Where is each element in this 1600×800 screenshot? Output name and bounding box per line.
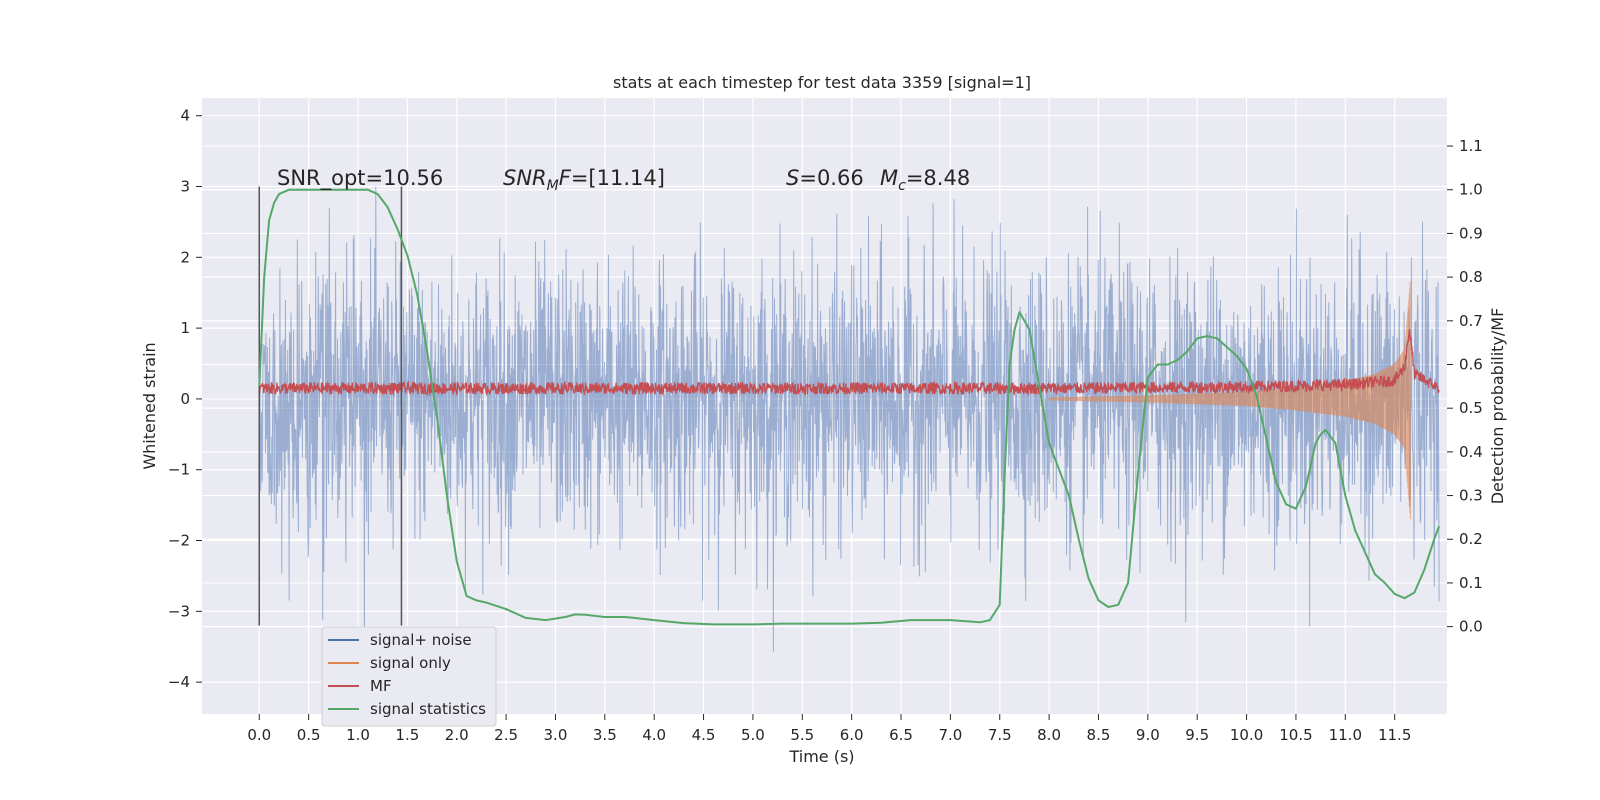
s-value: =0.66: [799, 166, 863, 190]
mc-annotation: Mc=8.48: [880, 166, 970, 194]
y-right-tick-label: 0.0: [1459, 618, 1483, 636]
signal-noise-line: [258, 186, 1440, 670]
x-tick-label: 0.5: [297, 726, 321, 744]
x-tick-label: 2.5: [494, 726, 518, 744]
snr-mf-sub: M: [547, 178, 559, 194]
x-tick-label: 11.0: [1329, 726, 1362, 744]
y-right-tick-label: 1.1: [1459, 137, 1483, 155]
legend-item-signal-only: signal only: [328, 654, 451, 672]
chart-title: stats at each timestep for test data 335…: [613, 73, 1031, 92]
x-tick-label: 4.0: [642, 726, 666, 744]
signal-noise-series: [258, 186, 1440, 670]
y-axis-right-label: Detection probability/MF: [1488, 308, 1507, 505]
x-tick-label: 9.5: [1185, 726, 1209, 744]
legend-label: signal statistics: [370, 700, 486, 718]
x-tick-label: 9.0: [1136, 726, 1160, 744]
legend-label: MF: [370, 677, 392, 695]
y-right-tick-label: 0.2: [1459, 530, 1483, 548]
y-left-tick-label: 2: [180, 248, 190, 266]
y-right-tick-label: 0.6: [1459, 355, 1483, 373]
mf-line: [258, 328, 1440, 397]
snr-mf-rest-var: F: [559, 166, 572, 190]
y-axis-left-label: Whitened strain: [140, 342, 159, 469]
grid-lines: [202, 98, 1447, 714]
x-tick-label: 10.5: [1279, 726, 1312, 744]
y-right-tick-label: 0.4: [1459, 443, 1483, 461]
x-tick-label: 8.0: [1037, 726, 1061, 744]
s-annotation: S=0.66: [786, 166, 864, 190]
x-tick-label: 5.0: [741, 726, 765, 744]
y-axis-right-ticks: 0.0 0.1 0.2 0.3 0.4 0.5 0.6 0.7 0.8 0.9 1.0 1.1: [1447, 137, 1483, 636]
legend-label: signal+ noise: [370, 631, 472, 649]
y-left-tick-label: −2: [168, 532, 190, 550]
y-left-tick-label: 3: [180, 178, 190, 196]
x-axis-label: Time (s): [788, 747, 854, 766]
x-tick-label: 10.0: [1230, 726, 1263, 744]
snr-mf-value: =[11.14]: [571, 166, 665, 190]
x-tick-label: 7.0: [938, 726, 962, 744]
x-tick-label: 3.5: [593, 726, 617, 744]
legend: signal+ noise signal only MF signal stat…: [321, 626, 497, 727]
x-tick-label: 6.0: [840, 726, 864, 744]
x-tick-label: 2.0: [445, 726, 469, 744]
y-left-tick-label: 1: [180, 319, 190, 337]
x-tick-label: 3.0: [544, 726, 568, 744]
mc-value: =8.48: [906, 166, 970, 190]
y-right-tick-label: 0.5: [1459, 399, 1483, 417]
legend-box: [321, 626, 497, 727]
x-tick-label: 5.5: [790, 726, 814, 744]
x-tick-label: 0.0: [247, 726, 271, 744]
y-left-tick-label: 4: [180, 107, 190, 125]
snr-opt-annotation: SNR_opt=10.56: [277, 166, 443, 191]
x-tick-label: 11.5: [1378, 726, 1411, 744]
x-tick-label: 4.5: [692, 726, 716, 744]
y-left-tick-label: −1: [168, 461, 190, 479]
legend-item-mf: MF: [328, 677, 392, 695]
x-tick-label: 8.5: [1087, 726, 1111, 744]
x-tick-label: 1.5: [395, 726, 419, 744]
x-tick-label: 6.5: [889, 726, 913, 744]
y-right-tick-label: 0.7: [1459, 312, 1483, 330]
y-left-tick-label: 0: [180, 390, 190, 408]
x-tick-label: 7.5: [988, 726, 1012, 744]
marker-vlines: [258, 186, 403, 626]
y-right-tick-label: 0.9: [1459, 224, 1483, 242]
y-right-tick-label: 0.8: [1459, 268, 1483, 286]
y-right-tick-label: 0.3: [1459, 487, 1483, 505]
y-right-tick-label: 1.0: [1459, 181, 1483, 199]
annotations: SNR_opt=10.56 SNRMF=[11.14] S=0.66 Mc=8.…: [277, 166, 970, 194]
y-axis-left-ticks: −4 −3 −2 −1 0 1 2 3 4: [168, 107, 202, 691]
x-axis-ticks: 0.0 0.5 1.0 1.5 2.0 2.5 3.0 3.5 4.0 4.5 5.0 5.5 6.0 6…: [247, 714, 1411, 744]
s-var: S: [786, 166, 799, 190]
y-left-tick-label: −4: [168, 673, 190, 691]
y-left-tick-label: −3: [168, 602, 190, 620]
x-tick-label: 1.0: [346, 726, 370, 744]
y-right-tick-label: 0.1: [1459, 574, 1483, 592]
legend-label: signal only: [370, 654, 451, 672]
snr-mf-annotation: SNRMF=[11.14]: [503, 166, 665, 194]
legend-item-signal-statistics: signal statistics: [328, 700, 486, 718]
mc-var: M: [880, 166, 898, 190]
signal-statistics-series: [258, 188, 1441, 626]
snr-mf-var: SNR: [503, 166, 547, 190]
mf-series: [258, 328, 1440, 397]
legend-item-signal-noise: signal+ noise: [328, 631, 472, 649]
mc-sub: c: [898, 178, 906, 194]
signal-statistics-line: [258, 188, 1441, 626]
